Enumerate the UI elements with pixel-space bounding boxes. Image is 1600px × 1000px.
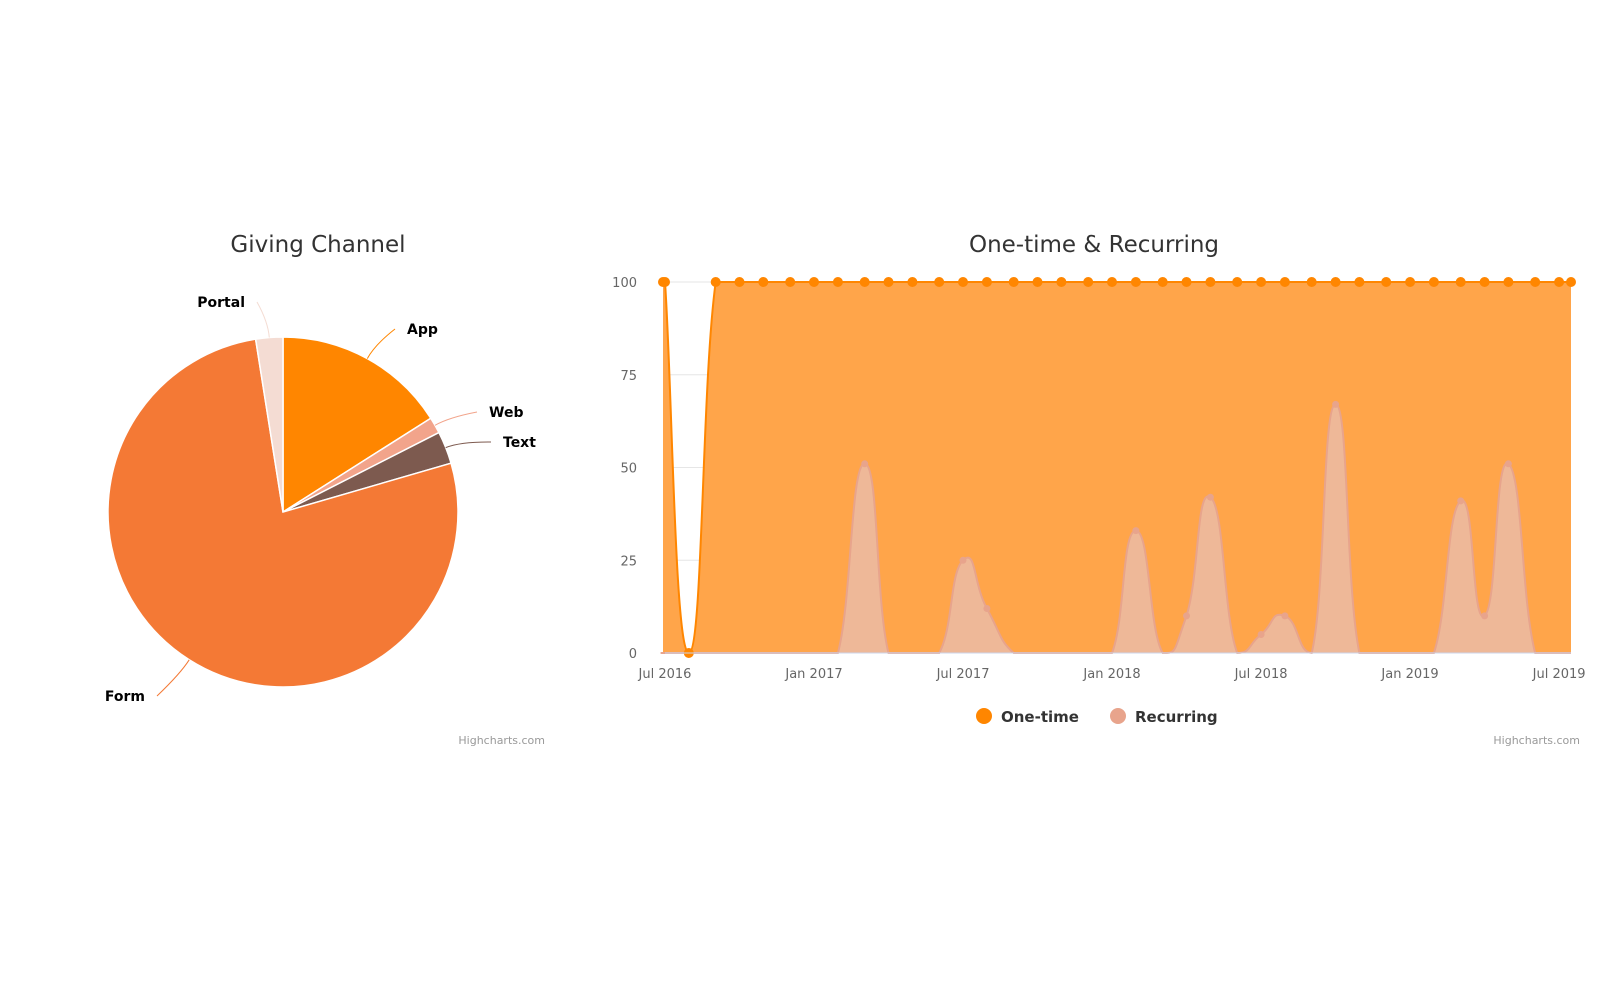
legend-item-one-time[interactable]: One-time: [1001, 708, 1079, 726]
pie-slice-portal[interactable]: [254, 336, 284, 513]
y-tick-label-0: 0: [629, 647, 637, 662]
pie-label-app[interactable]: App: [407, 322, 438, 338]
x-tick-label-jul-2018: Jul 2018: [1234, 667, 1288, 682]
point-one-time[interactable]: [1130, 277, 1141, 287]
pie-label-form[interactable]: Form: [105, 689, 145, 705]
point-recurring[interactable]: [1504, 460, 1512, 468]
pie-slice-app[interactable]: [282, 336, 432, 514]
point-one-time[interactable]: [1554, 277, 1565, 287]
pie-connector-form: [156, 659, 190, 697]
point-one-time[interactable]: [660, 277, 670, 287]
pie-connector-portal: [256, 301, 270, 338]
y-tick-label-25: 25: [620, 554, 637, 569]
pie-connector-web: [434, 411, 478, 426]
point-one-time[interactable]: [1530, 277, 1541, 287]
point-one-time[interactable]: [883, 277, 894, 287]
area-axes: 0 25 50 75 100 Jul 2016 Jan 2017 Jul 2017 Jan 20…: [612, 276, 1585, 682]
pie-connector-app: [366, 328, 396, 359]
y-tick-label-50: 50: [620, 462, 637, 477]
pie-credit[interactable]: Highcharts.com: [458, 734, 545, 747]
area-legend: One-time Recurring: [976, 708, 1218, 726]
point-one-time[interactable]: [1330, 277, 1341, 287]
point-recurring[interactable]: [1183, 612, 1190, 620]
point-one-time[interactable]: [1157, 277, 1168, 287]
legend-item-recurring[interactable]: Recurring: [1135, 708, 1218, 726]
x-tick-label-jul-2016: Jul 2016: [638, 667, 692, 682]
point-one-time[interactable]: [1566, 277, 1576, 287]
pie-chart: Giving Channel App Web Text Form Portal High…: [105, 232, 545, 747]
point-one-time[interactable]: [832, 277, 843, 287]
point-one-time[interactable]: [1181, 277, 1192, 287]
point-recurring[interactable]: [1281, 612, 1289, 620]
pie-label-web[interactable]: Web: [489, 405, 523, 421]
point-one-time[interactable]: [1405, 277, 1416, 287]
point-recurring[interactable]: [983, 605, 991, 612]
point-recurring[interactable]: [1332, 400, 1340, 408]
point-one-time[interactable]: [809, 277, 819, 287]
pie-slice-form[interactable]: [107, 338, 459, 688]
point-one-time[interactable]: [981, 277, 992, 287]
point-one-time[interactable]: [1306, 277, 1317, 287]
point-one-time[interactable]: [1503, 277, 1514, 287]
area-fill-recurring: [661, 404, 1571, 653]
point-one-time[interactable]: [1032, 277, 1043, 287]
point-recurring[interactable]: [1481, 612, 1489, 620]
point-one-time[interactable]: [1232, 277, 1243, 287]
pie-label-text[interactable]: Text: [503, 435, 536, 451]
pie-labels: App Web Text Form Portal: [105, 295, 536, 705]
x-tick-label-jan-2018: Jan 2018: [1082, 667, 1140, 682]
point-one-time[interactable]: [758, 277, 769, 287]
pie-chart-title: Giving Channel: [230, 232, 405, 258]
point-one-time[interactable]: [1256, 277, 1267, 287]
x-tick-label-jan-2017: Jan 2017: [784, 667, 842, 682]
point-one-time[interactable]: [1083, 277, 1094, 287]
point-one-time[interactable]: [1381, 277, 1392, 287]
pie-slices: [107, 336, 459, 688]
point-one-time[interactable]: [1056, 277, 1067, 287]
point-recurring[interactable]: [861, 460, 869, 468]
area-chart-title: One-time & Recurring: [969, 232, 1219, 258]
point-one-time[interactable]: [1428, 277, 1439, 287]
x-tick-label-jan-2019: Jan 2019: [1380, 667, 1438, 682]
legend-symbol-one-time[interactable]: [976, 708, 992, 724]
point-one-time[interactable]: [785, 277, 796, 287]
x-tick-label-jul-2017: Jul 2017: [936, 667, 990, 682]
point-one-time[interactable]: [958, 277, 968, 287]
point-one-time[interactable]: [734, 277, 745, 287]
point-one-time[interactable]: [1008, 277, 1019, 287]
x-tick-label-jul-2019: Jul 2019: [1532, 667, 1586, 682]
point-one-time[interactable]: [1107, 277, 1117, 287]
y-tick-label-75: 75: [620, 369, 637, 384]
area-chart: One-time & Recurring 0 25 50 75 100 Jul 2016 J…: [612, 232, 1585, 747]
legend-symbol-recurring[interactable]: [1110, 708, 1126, 724]
point-one-time[interactable]: [934, 277, 945, 287]
area-series: [658, 277, 1576, 658]
point-one-time[interactable]: [1354, 277, 1365, 287]
point-recurring[interactable]: [959, 556, 967, 564]
pie-label-portal[interactable]: Portal: [197, 295, 245, 311]
point-one-time[interactable]: [1479, 277, 1490, 287]
point-one-time[interactable]: [907, 277, 918, 287]
point-one-time[interactable]: [1455, 277, 1466, 287]
point-one-time[interactable]: [710, 277, 721, 287]
point-one-time[interactable]: [859, 277, 870, 287]
point-one-time[interactable]: [1279, 277, 1290, 287]
area-credit[interactable]: Highcharts.com: [1493, 734, 1580, 747]
point-recurring[interactable]: [1206, 493, 1214, 501]
point-recurring[interactable]: [1457, 497, 1465, 505]
area-fill-one-time: [661, 282, 1571, 653]
point-recurring[interactable]: [1257, 631, 1265, 638]
point-one-time[interactable]: [1205, 277, 1216, 287]
point-recurring[interactable]: [1132, 527, 1140, 535]
pie-connector-text: [445, 441, 492, 449]
y-tick-label-100: 100: [612, 276, 637, 291]
